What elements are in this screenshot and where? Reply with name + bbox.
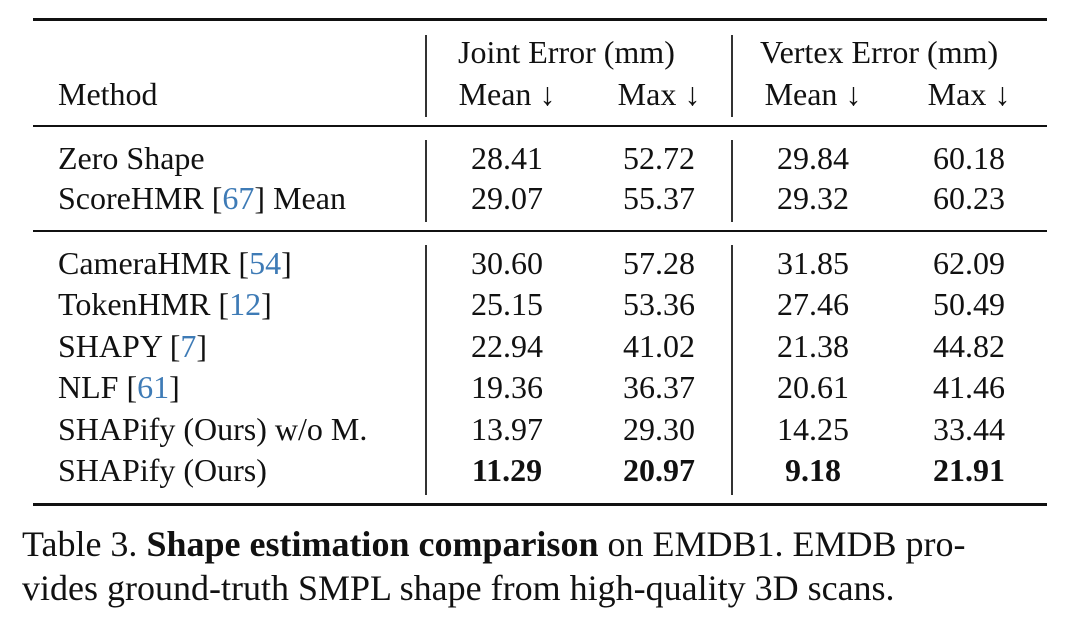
header-method: Method: [58, 76, 158, 112]
header-joint-mean: Mean ↓: [458, 76, 556, 112]
vertex-mean: 20.61: [777, 369, 849, 405]
method-name: SHAPify (Ours) w/o M.: [58, 411, 368, 447]
method-name: NLF [61]: [58, 369, 180, 405]
citation-link[interactable]: 54: [249, 245, 282, 281]
joint-mean: 13.97: [471, 411, 543, 447]
citation-link[interactable]: 7: [180, 328, 197, 364]
header-rule: [33, 125, 1047, 127]
vertex-max: 60.23: [933, 180, 1005, 216]
vertex-mean: 9.18: [785, 452, 841, 488]
vertex-mean: 31.85: [777, 245, 849, 281]
group-separator-header: [731, 35, 733, 117]
vertex-max: 62.09: [933, 245, 1005, 281]
caption-title: Shape estimation comparison: [146, 524, 599, 564]
header-joint-max: Max ↓: [617, 76, 701, 112]
header-vertex-mean: Mean ↓: [764, 76, 862, 112]
method-separator-baselines: [425, 140, 427, 222]
vertex-max: 33.44: [933, 411, 1005, 447]
joint-mean: 11.29: [471, 452, 543, 488]
joint-mean: 19.36: [471, 369, 543, 405]
vertex-max: 60.18: [933, 140, 1005, 176]
joint-mean: 28.41: [471, 140, 543, 176]
joint-mean: 30.60: [471, 245, 543, 281]
method-separator-header: [425, 35, 427, 117]
vertex-mean: 29.84: [777, 140, 849, 176]
method-name: Zero Shape: [58, 140, 205, 176]
vertex-max: 44.82: [933, 328, 1005, 364]
joint-max: 57.28: [623, 245, 695, 281]
method-name: SHAPY [7]: [58, 328, 208, 364]
joint-max: 41.02: [623, 328, 695, 364]
joint-max: 20.97: [623, 452, 695, 488]
header-vertex-max: Max ↓: [927, 76, 1011, 112]
joint-mean: 29.07: [471, 180, 543, 216]
joint-max: 29.30: [623, 411, 695, 447]
joint-max: 53.36: [623, 286, 695, 322]
header-vertex-error: Vertex Error (mm): [760, 34, 999, 70]
joint-mean: 22.94: [471, 328, 543, 364]
joint-max: 52.72: [623, 140, 695, 176]
group-separator-methods: [731, 245, 733, 495]
table-caption: Table 3. Shape estimation comparison on …: [22, 524, 966, 608]
joint-max: 36.37: [623, 369, 695, 405]
method-separator-methods: [425, 245, 427, 495]
vertex-mean: 14.25: [777, 411, 849, 447]
vertex-max: 21.91: [933, 452, 1005, 488]
vertex-max: 41.46: [933, 369, 1005, 405]
citation-link[interactable]: 12: [229, 286, 262, 322]
header-joint-error: Joint Error (mm): [458, 34, 675, 70]
joint-mean: 25.15: [471, 286, 543, 322]
joint-max: 55.37: [623, 180, 695, 216]
method-name: SHAPify (Ours): [58, 452, 267, 488]
vertex-mean: 29.32: [777, 180, 849, 216]
group-separator-baselines: [731, 140, 733, 222]
vertex-mean: 21.38: [777, 328, 849, 364]
method-name: CameraHMR [54]: [58, 245, 292, 281]
top-rule: [33, 18, 1047, 21]
citation-link[interactable]: 61: [137, 369, 170, 405]
method-name: ScoreHMR [67] Mean: [58, 180, 346, 216]
bottom-rule: [33, 503, 1047, 506]
vertex-mean: 27.46: [777, 286, 849, 322]
group-rule: [33, 230, 1047, 232]
citation-link[interactable]: 67: [222, 180, 255, 216]
vertex-max: 50.49: [933, 286, 1005, 322]
method-name: TokenHMR [12]: [58, 286, 272, 322]
